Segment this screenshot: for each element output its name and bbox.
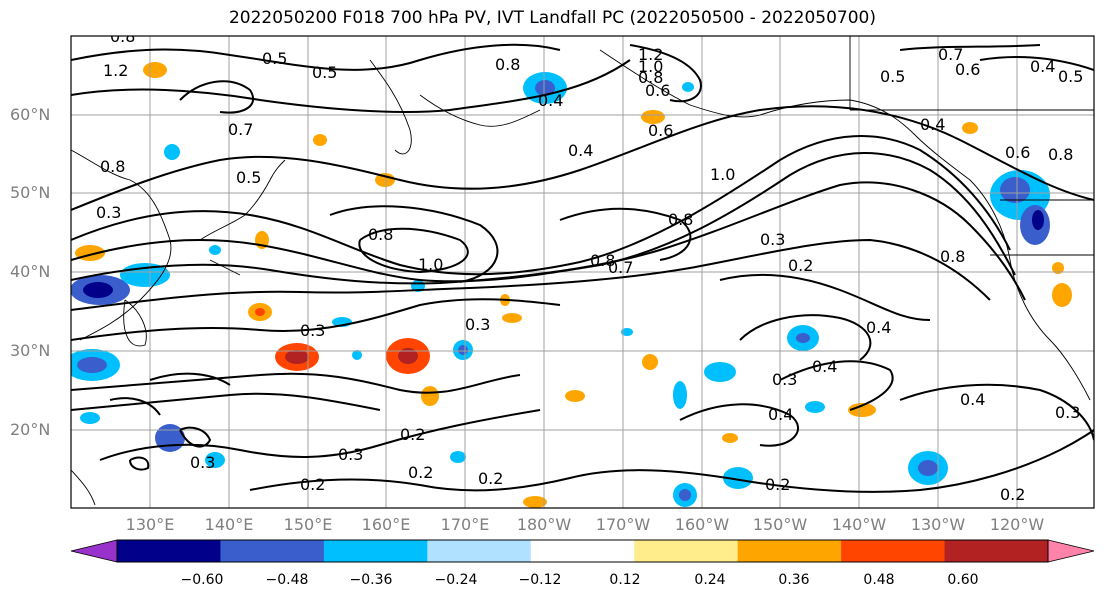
colorbar-tick-label: 0.12 — [609, 572, 641, 588]
colorbar-tick-label: 0.24 — [694, 572, 726, 588]
contour-label: 0.7 — [938, 45, 963, 64]
contour-label: 0.3 — [190, 453, 215, 472]
contour-label: 0.2 — [408, 463, 433, 482]
colorbar-tick-label: −0.60 — [180, 572, 224, 588]
colorbar-tick-label: 0.60 — [947, 572, 979, 588]
contour-label: 0.8 — [368, 225, 393, 244]
contour-label: 0.5 — [236, 168, 261, 187]
colorbar-cell — [427, 540, 532, 562]
contour-label: 1.0 — [638, 57, 663, 76]
contour-label: 0.2 — [300, 475, 325, 494]
contour-label: 0.3 — [338, 445, 363, 464]
colorbar-tick-label: 0.48 — [863, 572, 895, 588]
contour-label: 1.0 — [710, 165, 735, 184]
contour-label: 0.4 — [568, 141, 593, 160]
contour-label: 0.5 — [262, 49, 287, 68]
contour-label: 0.7 — [608, 258, 633, 277]
colorbar — [70, 539, 1095, 563]
pv-contours — [71, 43, 1094, 493]
graticule — [71, 36, 1094, 508]
contour-label: 0.3 — [772, 370, 797, 389]
colorbar-cell — [323, 540, 428, 562]
lon-label: 150°W — [752, 515, 808, 534]
colorbar-tick-label: −0.36 — [349, 572, 393, 588]
contour-label: 0.2 — [765, 475, 790, 494]
contour-label: 0.6 — [648, 121, 673, 140]
colorbar-tick-label: −0.12 — [518, 572, 562, 588]
colorbar-tick-label: −0.24 — [434, 572, 478, 588]
lat-label: 60°N — [10, 105, 51, 124]
colorbar-tick-label: 0.36 — [778, 572, 810, 588]
map-frame — [70, 35, 1095, 509]
contour-label: 1.0 — [418, 255, 443, 274]
contour-label: 0.8 — [940, 247, 965, 266]
contour-label: 0.4 — [538, 91, 563, 110]
lon-label: 130°E — [125, 515, 175, 534]
contour-label: 0.8 — [668, 210, 693, 229]
colorbar-cell — [841, 540, 946, 562]
contour-label: 0.8 — [110, 27, 135, 46]
contour-label: 0.8 — [1048, 145, 1073, 164]
colorbar-cell — [530, 540, 635, 562]
lon-label: 170°E — [440, 515, 490, 534]
contour-label: 0.8 — [638, 68, 663, 87]
lat-label: 30°N — [10, 341, 51, 360]
contour-label: 0.6 — [645, 81, 670, 100]
contour-label: 0.3 — [96, 203, 121, 222]
coastlines — [71, 36, 1094, 506]
colorbar-max-arrow — [1047, 539, 1095, 563]
contour-label: 0.4 — [920, 115, 945, 134]
contour-label: 0.4 — [768, 405, 793, 424]
lat-label: 50°N — [10, 183, 51, 202]
contour-label: 0.4 — [960, 390, 985, 409]
lon-label: 170°W — [595, 515, 651, 534]
contour-label: 0.3 — [760, 230, 785, 249]
colorbar-cell — [737, 540, 842, 562]
lon-label: 140°E — [204, 515, 254, 534]
contour-label: 0.2 — [788, 256, 813, 275]
colorbar-cell — [634, 540, 739, 562]
contour-label: 0.2 — [478, 469, 503, 488]
contour-labels: 0.8 1.2 0.5 0.5 1.2 1.0 0.8 0.4 0.8 0.6 … — [96, 27, 1083, 504]
colorbar-min-arrow — [70, 539, 118, 563]
contour-label: 0.8 — [590, 251, 615, 270]
colorbar-outline — [116, 539, 1049, 563]
contour-label: 0.8 — [100, 157, 125, 176]
contour-label: 0.8 — [495, 55, 520, 74]
contour-label: 0.3 — [465, 315, 490, 334]
contour-label: 0.4 — [1030, 57, 1055, 76]
lon-label: 120°W — [989, 515, 1045, 534]
contour-label: 0.5 — [1058, 67, 1083, 86]
lon-label: 180°W — [516, 515, 572, 534]
colorbar-cell — [117, 540, 221, 562]
lon-label: 140°W — [831, 515, 887, 534]
lat-label: 20°N — [10, 420, 51, 439]
lon-label: 160°E — [361, 515, 411, 534]
contour-label: 0.6 — [955, 60, 980, 79]
colorbar-cell — [220, 540, 325, 562]
contour-label: 0.4 — [866, 318, 891, 337]
contour-label: 0.4 — [812, 357, 837, 376]
contour-label: 0.3 — [300, 321, 325, 340]
colorbar-cell — [944, 540, 1049, 562]
contour-label: 0.6 — [1005, 143, 1030, 162]
lon-label: 160°W — [674, 515, 730, 534]
contour-label: 0.7 — [228, 120, 253, 139]
lat-label: 40°N — [10, 262, 51, 281]
map-title: 2022050200 F018 700 hPa PV, IVT Landfall… — [228, 8, 876, 28]
contour-label: 0.3 — [1055, 403, 1080, 422]
contour-label: 0.5 — [312, 63, 337, 82]
contour-label: 1.2 — [103, 61, 128, 80]
lon-label: 150°E — [283, 515, 333, 534]
contour-label: 1.2 — [638, 45, 663, 64]
contour-label: 0.2 — [400, 425, 425, 444]
colorbar-tick-label: −0.48 — [265, 572, 309, 588]
contour-label: 0.2 — [1000, 485, 1025, 504]
contour-label: 0.5 — [880, 67, 905, 86]
lon-label: 130°W — [910, 515, 966, 534]
